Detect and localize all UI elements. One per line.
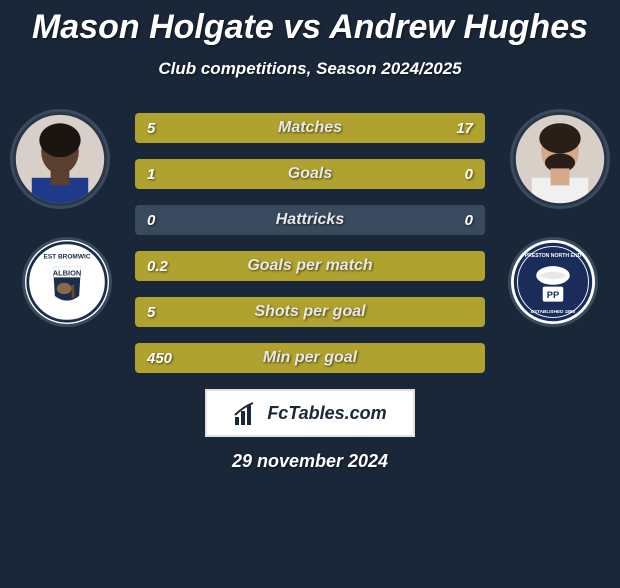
stat-row: 450Min per goal	[135, 343, 485, 373]
stat-row: 0.2Goals per match	[135, 251, 485, 281]
svg-text:PP: PP	[547, 290, 559, 300]
stat-label: Goals per match	[135, 251, 485, 281]
club-right-badge: PRESTON NORTH END ESTABLISHED 1880 PP	[508, 237, 598, 327]
stat-row: 5Shots per goal	[135, 297, 485, 327]
page-title: Mason Holgate vs Andrew Hughes	[0, 8, 620, 47]
date-text: 29 november 2024	[0, 451, 620, 472]
subtitle: Club competitions, Season 2024/2025	[0, 59, 620, 79]
svg-text:ALBION: ALBION	[53, 268, 82, 277]
stat-label: Shots per goal	[135, 297, 485, 327]
stat-label: Hattricks	[135, 205, 485, 235]
stat-label: Min per goal	[135, 343, 485, 373]
branding-logo-icon	[233, 399, 261, 427]
stats-bars: 5Matches171Goals00Hattricks00.2Goals per…	[135, 109, 485, 373]
stat-value-right: 0	[465, 205, 473, 235]
club-left-badge: EST BROMWIC ALBION	[22, 237, 112, 327]
branding-box: FcTables.com	[205, 389, 415, 437]
stat-row: 5Matches17	[135, 113, 485, 143]
branding-text: FcTables.com	[267, 403, 386, 424]
comparison-area: EST BROMWIC ALBION PRESTON NORTH END EST…	[0, 109, 620, 373]
svg-text:PRESTON NORTH END: PRESTON NORTH END	[525, 253, 582, 259]
stat-label: Matches	[135, 113, 485, 143]
stat-row: 1Goals0	[135, 159, 485, 189]
svg-text:ESTABLISHED 1880: ESTABLISHED 1880	[531, 309, 576, 314]
player-left-portrait	[10, 109, 110, 209]
stat-label: Goals	[135, 159, 485, 189]
svg-text:EST BROMWIC: EST BROMWIC	[43, 254, 90, 261]
stat-row: 0Hattricks0	[135, 205, 485, 235]
player-right-portrait	[510, 109, 610, 209]
stat-value-right: 17	[456, 113, 473, 143]
stat-value-right: 0	[465, 159, 473, 189]
